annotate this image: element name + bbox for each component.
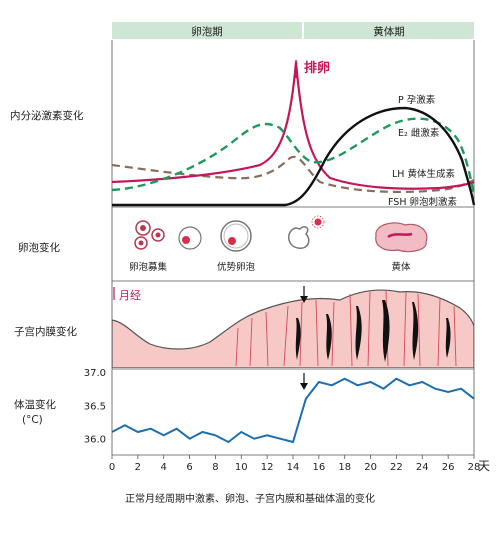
- ovulation-arrow-endometrium: [300, 286, 308, 303]
- progesterone-curve: [112, 106, 476, 207]
- luteal-phase-label: 黄体期: [373, 25, 405, 38]
- dominant-follicle-icon: [220, 220, 252, 252]
- menstruation-label: 月经: [119, 289, 141, 302]
- x-tick-label: 6: [186, 462, 192, 473]
- follicular-phase-label: 卵泡期: [191, 25, 223, 38]
- endometrium-row-label: 子宫内膜变化: [14, 325, 77, 338]
- ruptured-follicle-icon: [288, 215, 325, 249]
- dominant-follicle-label: 优势卵泡: [217, 261, 256, 273]
- temperature-series-line: [111, 377, 475, 444]
- follicle-row-label: 卵泡变化: [18, 241, 60, 254]
- x-tick-label: 18: [338, 462, 351, 473]
- follicle-row: 卵泡募集 优势卵泡 黄体: [129, 215, 428, 273]
- x-tick-label: 26: [442, 462, 455, 473]
- x-tick-label: 2: [135, 462, 141, 473]
- fsh-label: FSH 卵泡刺激素: [388, 196, 457, 208]
- corpus-luteum-label: 黄体: [391, 261, 411, 273]
- follicular-phase-bar: [112, 22, 302, 39]
- x-tick-label: 4: [161, 462, 167, 473]
- lh-curve: [111, 61, 475, 190]
- estrogen-curve: [111, 117, 476, 196]
- endometrium-row: 月经: [112, 286, 474, 368]
- y-tick-label: 36.0: [84, 435, 106, 446]
- corpus-luteum-icon: [375, 222, 428, 253]
- temperature-row-label: 体温变化: [14, 398, 56, 411]
- x-tick-label: 14: [287, 462, 300, 473]
- figure-caption: 正常月经周期中激素、卵泡、子宫内膜和基础体温的变化: [125, 492, 375, 505]
- growing-follicle-icon: [178, 226, 202, 250]
- endometrium-vessels: [235, 289, 457, 367]
- temperature-unit-label: (°C): [22, 414, 43, 426]
- temperature-chart: 37.0 36.5 36.0: [84, 368, 475, 446]
- y-tick-label: 36.5: [84, 401, 106, 412]
- luteal-phase-bar: [304, 22, 474, 39]
- x-tick-label: 16: [312, 462, 325, 473]
- ovulation-label: 排卵: [304, 60, 330, 76]
- x-tick-label: 28: [468, 462, 481, 473]
- progesterone-label: P 孕激素: [398, 94, 436, 106]
- phase-header: 卵泡期 黄体期: [112, 22, 474, 39]
- lh-label: LH 黄体生成素: [392, 168, 455, 180]
- x-tick-label: 8: [212, 462, 218, 473]
- recruitment-follicles-icon: [134, 220, 165, 250]
- x-axis: 0 2 4 6 8 10 12 14 16 18 20 22 24 26 28: [109, 455, 481, 473]
- estrogen-label: E₂ 雌激素: [398, 127, 440, 139]
- x-tick-label: 20: [364, 462, 377, 473]
- x-tick-label: 24: [416, 462, 429, 473]
- fsh-curve: [111, 155, 475, 194]
- x-axis-unit: 天: [478, 459, 490, 473]
- y-tick-label: 37.0: [84, 368, 106, 379]
- hormones-row-label: 内分泌激素变化: [10, 109, 84, 122]
- ovulation-arrow-temperature: [300, 373, 308, 390]
- x-tick-label: 12: [261, 462, 274, 473]
- hormone-curves: [111, 60, 476, 207]
- endometrial-glands: [295, 300, 451, 362]
- temperature-y-ticks: 37.0 36.5 36.0: [84, 368, 106, 446]
- x-tick-label: 10: [235, 462, 248, 473]
- x-tick-label: 22: [390, 462, 403, 473]
- x-tick-label: 0: [109, 462, 115, 473]
- recruitment-label: 卵泡募集: [129, 261, 168, 273]
